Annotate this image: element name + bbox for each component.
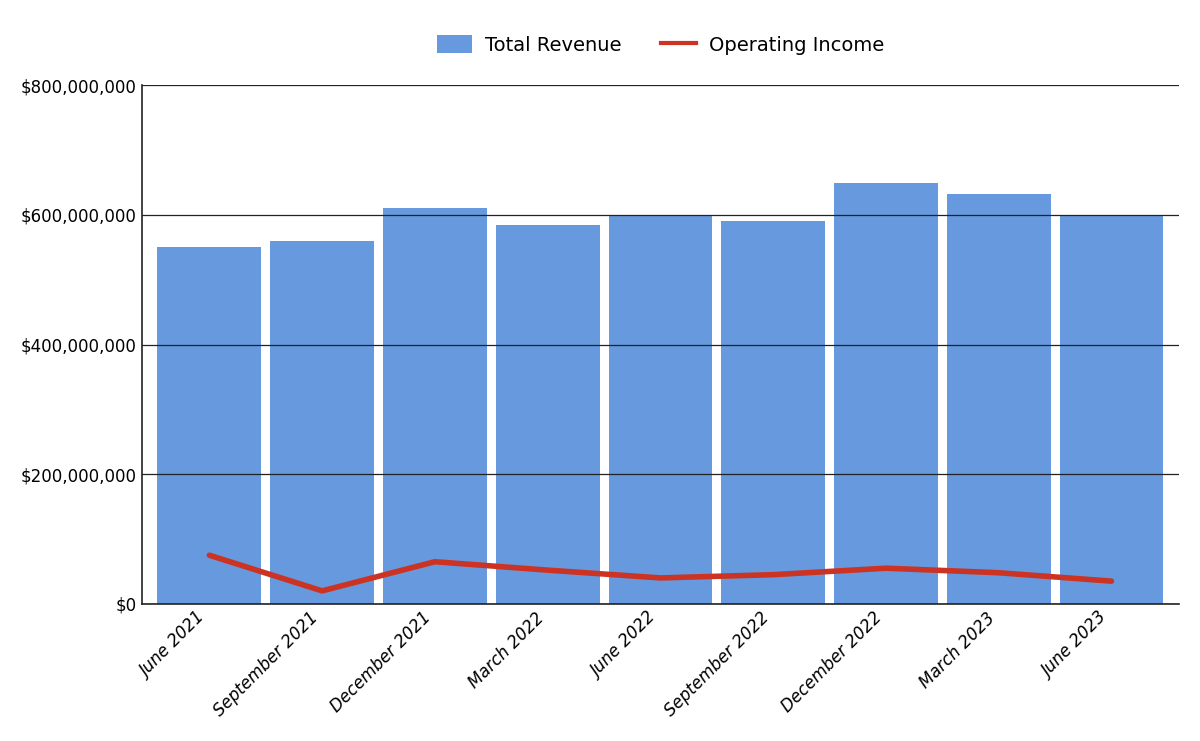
Operating Income bbox=[991, 568, 1006, 577]
Operating Income bbox=[878, 564, 893, 573]
Bar bbox=[157, 247, 262, 604]
Bar bbox=[721, 222, 826, 604]
Operating Income bbox=[766, 571, 780, 579]
Bar bbox=[496, 225, 600, 604]
Operating Income bbox=[653, 574, 667, 582]
Bar bbox=[383, 208, 487, 604]
Operating Income bbox=[427, 557, 442, 566]
Bar bbox=[1060, 215, 1163, 604]
Operating Income bbox=[540, 565, 554, 574]
Operating Income bbox=[314, 586, 329, 595]
Operating Income bbox=[202, 551, 216, 559]
Bar bbox=[608, 215, 713, 604]
Bar bbox=[947, 194, 1051, 604]
Bar bbox=[834, 182, 938, 604]
Bar bbox=[270, 241, 374, 604]
Legend: Total Revenue, Operating Income: Total Revenue, Operating Income bbox=[428, 27, 892, 62]
Operating Income bbox=[1104, 576, 1118, 585]
Line: Operating Income: Operating Income bbox=[209, 555, 1111, 591]
